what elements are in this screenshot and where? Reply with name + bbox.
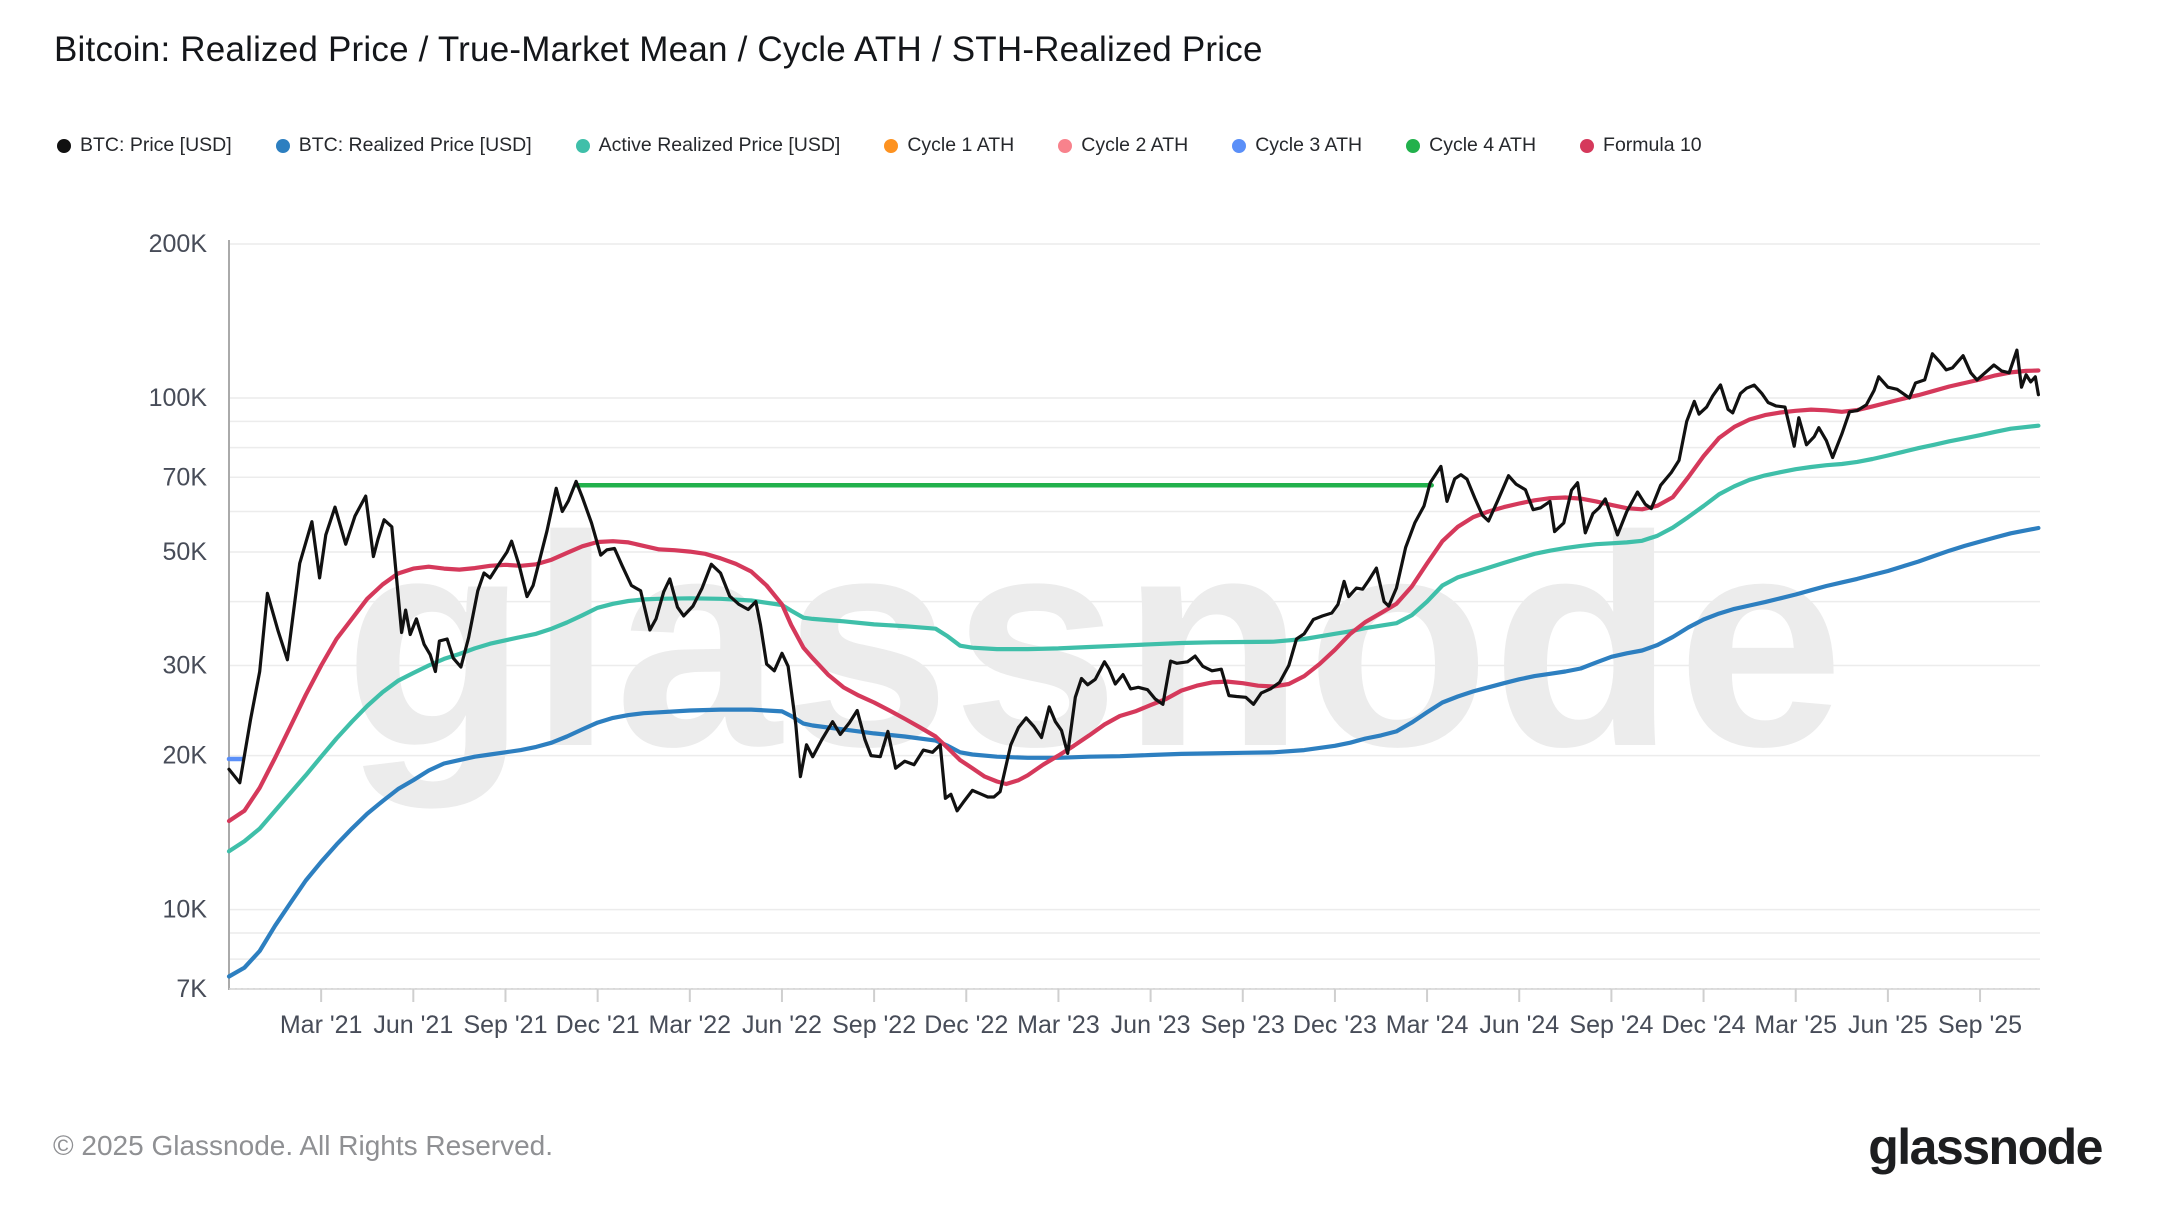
- series-btc-realized-price-usd: [226, 525, 2041, 979]
- legend-item-cycle-2-ath[interactable]: Cycle 2 ATH: [1058, 134, 1188, 157]
- x-tick-label-mar-25: Mar '25: [1754, 1011, 1837, 1039]
- x-tick-label-mar-24: Mar '24: [1386, 1011, 1469, 1039]
- legend-item-cycle-3-ath[interactable]: Cycle 3 ATH: [1232, 134, 1362, 157]
- legend-label: Cycle 1 ATH: [907, 134, 1015, 156]
- x-tick-label-sep-21: Sep '21: [463, 1011, 547, 1039]
- x-tick-label-sep-23: Sep '23: [1201, 1011, 1285, 1039]
- legend-label: BTC: Price [USD]: [80, 134, 232, 156]
- y-tick-label-30k: 30K: [163, 652, 208, 680]
- legend-dot-btc-realized-price-usd: [275, 138, 290, 153]
- legend-dot-formula-10: [1580, 138, 1595, 153]
- x-tick-label-dec-23: Dec '23: [1293, 1011, 1377, 1039]
- legend-dot-cycle-3-ath: [1232, 138, 1247, 153]
- y-tick-label-10k: 10K: [163, 896, 208, 924]
- x-tick-label-jun-22: Jun '22: [742, 1011, 822, 1039]
- series-active-realized-price-usd: [226, 423, 2041, 854]
- x-tick-label-dec-22: Dec '22: [924, 1011, 1008, 1039]
- legend-item-cycle-1-ath[interactable]: Cycle 1 ATH: [884, 134, 1014, 157]
- y-tick-label-200k: 200K: [149, 230, 208, 258]
- series-btc-price-usd: [227, 348, 2040, 813]
- legend-dot-cycle-4-ath: [1406, 138, 1421, 153]
- x-tick-label-dec-24: Dec '24: [1662, 1011, 1746, 1039]
- legend-label: Cycle 4 ATH: [1429, 134, 1537, 156]
- legend-item-active-realized-price-usd[interactable]: Active Realized Price [USD]: [575, 134, 841, 157]
- legend-dot-btc-price-usd: [57, 138, 71, 153]
- legend-label: Cycle 2 ATH: [1081, 134, 1189, 156]
- legend-label: BTC: Realized Price [USD]: [298, 134, 532, 156]
- legend-dot-cycle-1-ath: [884, 138, 899, 153]
- legend-item-btc-price-usd[interactable]: BTC: Price [USD]: [57, 134, 232, 157]
- x-tick-label-dec-21: Dec '21: [556, 1011, 640, 1039]
- x-tick-label-mar-21: Mar '21: [280, 1011, 363, 1039]
- copyright-text: © 2025 Glassnode. All Rights Reserved.: [53, 1130, 554, 1161]
- glassnode-logo: glassnode: [1868, 1119, 2103, 1175]
- legend-dot-cycle-2-ath: [1058, 138, 1073, 153]
- x-tick-label-mar-22: Mar '22: [649, 1011, 732, 1039]
- y-tick-label-70k: 70K: [163, 463, 208, 491]
- legend-label: Formula 10: [1603, 134, 1702, 156]
- legend-item-cycle-4-ath[interactable]: Cycle 4 ATH: [1406, 134, 1536, 157]
- x-tick-label-mar-23: Mar '23: [1017, 1011, 1100, 1039]
- x-tick-label-jun-21: Jun '21: [373, 1011, 453, 1039]
- chart-legend: BTC: Price [USD] BTC: Realized Price [USD…: [57, 134, 1702, 157]
- legend-item-btc-realized-price-usd[interactable]: BTC: Realized Price [USD]: [275, 134, 532, 157]
- x-tick-label-sep-22: Sep '22: [832, 1011, 916, 1039]
- legend-item-formula-10[interactable]: Formula 10: [1580, 134, 1702, 157]
- x-tick-label-jun-23: Jun '23: [1111, 1011, 1191, 1039]
- y-tick-label-50k: 50K: [163, 538, 208, 566]
- x-tick-label-jun-24: Jun '24: [1479, 1011, 1559, 1039]
- legend-label: Active Realized Price [USD]: [598, 134, 841, 156]
- x-tick-label-sep-24: Sep '24: [1569, 1011, 1653, 1039]
- x-tick-label-jun-25: Jun '25: [1848, 1011, 1928, 1039]
- y-tick-label-100k: 100K: [149, 384, 208, 412]
- y-tick-label-20k: 20K: [163, 742, 208, 770]
- page-title: Bitcoin: Realized Price / True-Market Me…: [54, 30, 1263, 69]
- y-tick-label-7k: 7K: [176, 975, 207, 1003]
- legend-label: Cycle 3 ATH: [1255, 134, 1363, 156]
- legend-dot-active-realized-price-usd: [575, 138, 590, 153]
- x-tick-label-sep-25: Sep '25: [1938, 1011, 2022, 1039]
